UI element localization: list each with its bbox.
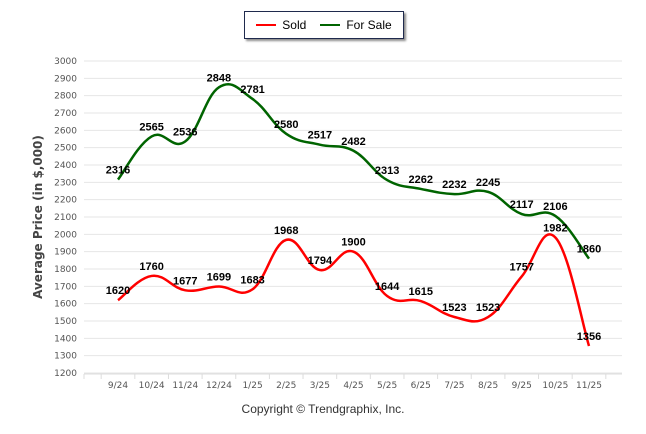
y-tick-label: 1700 — [54, 282, 77, 292]
y-tick-label: 2500 — [54, 144, 77, 154]
y-tick-label: 3000 — [54, 57, 77, 67]
y-tick-label: 2700 — [54, 109, 77, 119]
data-label-for-sale: 2565 — [139, 121, 163, 133]
data-label-for-sale: 2262 — [409, 174, 433, 186]
data-label-sold: 1523 — [476, 302, 500, 314]
series-lines — [116, 83, 591, 347]
legend-item-sold[interactable]: Sold — [256, 18, 306, 32]
y-tick-label: 1600 — [54, 300, 77, 310]
y-tick-label: 2000 — [54, 230, 77, 240]
x-axis-ticks: 9/24 10/24 11/24 12/24 1/25 2/25 3/25 4/25 5/25 6… — [83, 373, 622, 391]
data-label-sold: 1757 — [509, 261, 533, 273]
y-tick-label: 2800 — [54, 92, 77, 102]
x-tick-label: 5/25 — [377, 381, 397, 391]
data-label-sold: 1620 — [106, 285, 130, 297]
data-label-for-sale: 2848 — [207, 72, 231, 84]
data-label-sold: 1683 — [240, 274, 264, 286]
x-tick-label: 9/24 — [108, 381, 128, 391]
x-tick-label: 1/25 — [242, 381, 262, 391]
legend-swatch-sold — [256, 24, 277, 26]
data-label-sold: 1794 — [308, 255, 333, 267]
data-label-sold: 1523 — [442, 302, 466, 314]
y-tick-label: 1900 — [54, 248, 77, 258]
y-tick-label: 1200 — [54, 369, 77, 379]
data-label-for-sale: 2482 — [341, 136, 365, 148]
data-label-sold: 1760 — [139, 261, 163, 273]
y-tick-label: 1800 — [54, 265, 77, 275]
copyright-text: Copyright © Trendgraphix, Inc. — [241, 402, 405, 416]
data-label-for-sale: 2517 — [308, 130, 332, 142]
data-label-sold: 1644 — [375, 281, 400, 293]
data-label-for-sale: 2580 — [274, 119, 298, 131]
x-tick-label: 3/25 — [310, 381, 330, 391]
data-labels: 1620 1760 1677 1699 1683 1968 1794 1900 1644 1615… — [106, 72, 601, 343]
data-label-for-sale: 2781 — [240, 84, 264, 96]
data-label-sold: 1677 — [173, 275, 197, 287]
legend-item-for-sale[interactable]: For Sale — [320, 18, 392, 32]
y-tick-label: 2900 — [54, 74, 77, 84]
x-tick-label: 10/25 — [542, 381, 568, 391]
y-tick-label: 2600 — [54, 126, 77, 136]
y-tick-label: 2100 — [54, 213, 77, 223]
y-axis-ticks: 1200 1300 1400 1500 1600 1700 1800 1900 2000 2100… — [54, 57, 77, 379]
y-tick-label: 1300 — [54, 352, 77, 362]
grid-lines — [84, 60, 622, 374]
data-label-for-sale: 2316 — [106, 165, 130, 177]
y-tick-label: 1400 — [54, 334, 77, 344]
legend-swatch-for-sale — [320, 24, 341, 26]
data-label-for-sale: 2117 — [510, 199, 534, 211]
x-tick-label: 4/25 — [343, 381, 363, 391]
y-tick-label: 2400 — [54, 161, 77, 171]
legend: Sold For Sale — [244, 11, 404, 39]
y-tick-label: 2300 — [54, 178, 77, 188]
data-label-for-sale: 2245 — [476, 177, 500, 189]
data-label-for-sale: 1860 — [577, 244, 601, 256]
data-label-for-sale: 2313 — [375, 165, 399, 177]
data-label-sold: 1699 — [207, 272, 231, 284]
series-line-for-sale — [116, 83, 590, 260]
data-label-sold: 1356 — [577, 331, 601, 343]
x-tick-label: 2/25 — [276, 381, 296, 391]
x-tick-label: 11/25 — [576, 381, 602, 391]
x-tick-label: 10/24 — [139, 381, 165, 391]
x-tick-label: 6/25 — [411, 381, 431, 391]
data-label-for-sale: 2106 — [543, 201, 567, 213]
x-tick-label: 11/24 — [172, 381, 198, 391]
series-line-sold — [117, 233, 591, 347]
data-label-sold: 1900 — [341, 237, 365, 249]
y-tick-label: 1500 — [54, 317, 77, 327]
legend-label-for-sale: For Sale — [346, 18, 392, 32]
y-axis-label: Average Price (in $,000) — [31, 135, 45, 299]
data-label-sold: 1968 — [274, 225, 298, 237]
x-tick-label: 12/24 — [206, 381, 232, 391]
data-label-for-sale: 2536 — [173, 126, 197, 138]
data-label-sold: 1982 — [543, 222, 567, 234]
data-label-for-sale: 2232 — [442, 179, 466, 191]
legend-label-sold: Sold — [282, 18, 307, 32]
y-tick-label: 2200 — [54, 196, 77, 206]
x-tick-label: 8/25 — [478, 381, 498, 391]
x-tick-label: 9/25 — [512, 381, 532, 391]
data-label-sold: 1615 — [409, 286, 433, 298]
x-tick-label: 7/25 — [444, 381, 464, 391]
